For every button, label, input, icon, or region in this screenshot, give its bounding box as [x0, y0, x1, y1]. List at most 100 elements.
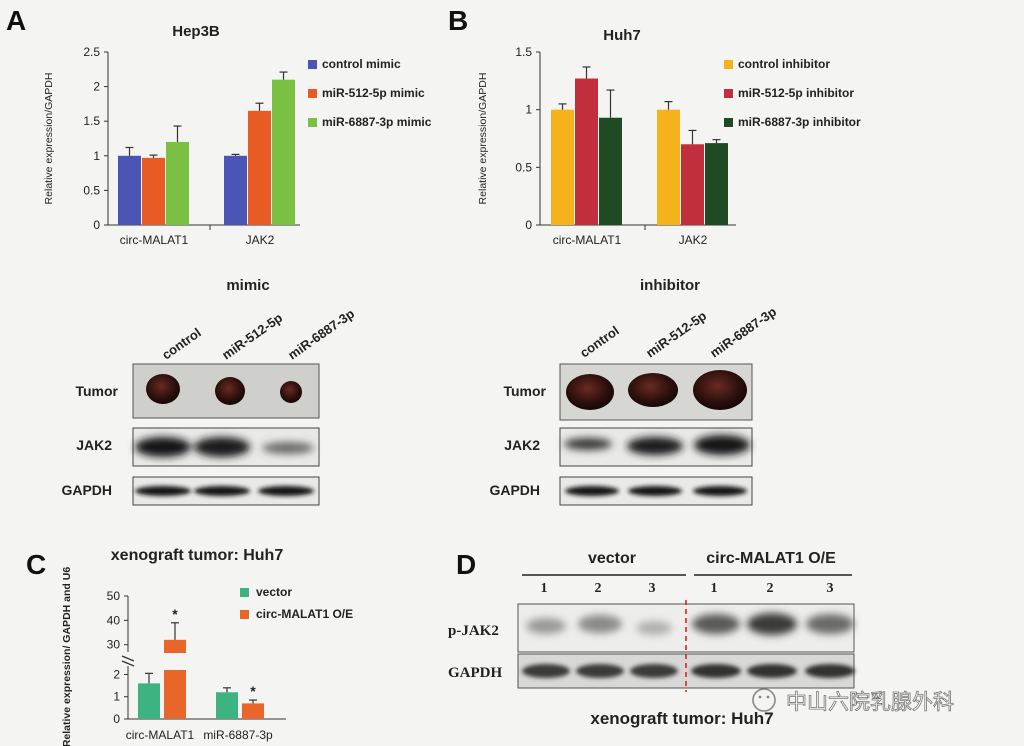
bar	[138, 683, 160, 719]
legend-label: circ-MALAT1 O/E	[256, 607, 353, 621]
panel-d-lane-6: 3	[827, 581, 834, 596]
x-tick-label: circ-MALAT1	[126, 728, 195, 742]
bar	[164, 639, 186, 719]
bar	[166, 141, 189, 225]
panel-d-row-pjak2: p-JAK2	[448, 623, 499, 639]
legend-swatch	[240, 588, 249, 597]
panel-d-lane-5: 2	[767, 581, 774, 596]
panel-d-caption: xenograft tumor: Huh7	[590, 709, 773, 728]
panel-d-pjak2-bands	[526, 613, 854, 635]
blot-a-jak2-bands	[135, 437, 314, 457]
y-tick-label: 0	[93, 218, 100, 232]
panel-letter-c: C	[26, 549, 46, 580]
panel-d-group-oe: circ-MALAT1 O/E	[706, 550, 836, 567]
y-tick-label: 1.5	[83, 114, 100, 128]
axis-break-mark	[121, 655, 135, 667]
blot-a-row-jak2: JAK2	[76, 437, 112, 453]
legend-label: miR-6887-3p mimic	[322, 115, 432, 129]
x-tick-label: JAK2	[679, 233, 708, 247]
bar	[216, 692, 238, 719]
legend-swatch	[308, 118, 317, 127]
legend-label: miR-6887-3p inhibitor	[738, 115, 861, 129]
blot-b: inhibitor control miR-512-5p miR-6887-3p…	[489, 277, 779, 506]
legend-label: control mimic	[322, 57, 401, 71]
blot-b-gapdh-bands	[565, 486, 747, 496]
y-tick-label: 2	[113, 667, 120, 681]
blot-b-tumor-3	[693, 370, 747, 410]
y-axis-label: Relative expression/GAPDH	[43, 73, 55, 205]
blot-b-tumor-2	[628, 373, 678, 407]
bar	[705, 143, 728, 225]
bar	[272, 79, 295, 226]
legend-label: vector	[256, 585, 292, 599]
blot-a-gapdh-bands	[135, 486, 314, 496]
blot-a-row-gapdh: GAPDH	[61, 482, 112, 498]
legend-swatch	[724, 89, 733, 98]
a-chart-title: Hep3B	[172, 23, 220, 40]
wechat-icon	[752, 688, 776, 712]
watermark-text: 中山六院乳腺外科	[786, 690, 954, 714]
y-axis-label: Relative expression/GAPDH	[477, 73, 489, 205]
x-tick-label: circ-MALAT1	[120, 233, 189, 247]
bar	[657, 109, 680, 225]
panel-d: vector circ-MALAT1 O/E 1 2 3 1 2 3 p-JAK…	[448, 550, 855, 728]
panel-d-gapdh-bands	[522, 664, 855, 678]
panel-d-lane-2: 2	[595, 581, 602, 596]
blot-a-row-tumor: Tumor	[75, 383, 118, 399]
panel-d-lane-3: 3	[649, 581, 656, 596]
x-tick-label: miR-6887-3p	[203, 728, 273, 742]
panel-letter-a: A	[6, 5, 26, 36]
chart-b: Huh7 0 0.5 1 1.5 Relative expression/GAPDH cir…	[477, 27, 861, 247]
axis-break-gap	[163, 653, 187, 670]
blot-b-row-gapdh: GAPDH	[489, 482, 540, 498]
significance-mark: *	[250, 683, 256, 699]
blot-a-tumor-1	[146, 374, 180, 404]
y-tick-label: 40	[107, 613, 121, 627]
legend-label: control inhibitor	[738, 57, 830, 71]
legend-swatch	[724, 118, 733, 127]
panel-d-row-gapdh: GAPDH	[448, 665, 502, 681]
blot-b-row-tumor: Tumor	[503, 383, 546, 399]
y-tick-label: 0.5	[83, 183, 100, 197]
y-tick-label: 30	[107, 638, 121, 652]
bar	[599, 117, 622, 225]
blot-a-title: mimic	[226, 277, 269, 294]
chart-a: Hep3B 0 0.5 1 1.5 2 2.5 Relative expression/GAP…	[43, 23, 432, 247]
y-axis-label: Relative expression/ GAPDH and U6	[61, 567, 73, 746]
legend-swatch	[308, 60, 317, 69]
y-tick-label: 2	[93, 80, 100, 94]
legend-label: miR-512-5p mimic	[322, 86, 425, 100]
bar	[575, 78, 598, 225]
legend-swatch	[724, 60, 733, 69]
panel-letter-d: D	[456, 549, 476, 580]
blot-a-tumor-3	[280, 381, 302, 403]
legend-swatch	[308, 89, 317, 98]
y-tick-label: 1	[93, 149, 100, 163]
legend-label: miR-512-5p inhibitor	[738, 86, 854, 100]
significance-mark: *	[172, 606, 178, 622]
y-tick-label: 50	[107, 589, 121, 603]
bar	[248, 110, 271, 225]
y-tick-label: 1	[525, 103, 532, 117]
blot-b-tumor-1	[566, 374, 614, 410]
c-chart-title: xenograft tumor: Huh7	[111, 547, 284, 564]
y-tick-label: 1	[113, 690, 120, 704]
bar	[142, 157, 165, 225]
bar	[118, 155, 141, 225]
blot-b-row-jak2: JAK2	[504, 437, 540, 453]
x-tick-label: JAK2	[246, 233, 275, 247]
y-tick-label: 0.5	[515, 160, 532, 174]
bar	[551, 109, 574, 225]
y-tick-label: 0	[525, 218, 532, 232]
b-chart-title: Huh7	[603, 27, 641, 44]
x-tick-label: circ-MALAT1	[553, 233, 622, 247]
blot-b-title: inhibitor	[640, 277, 700, 294]
blot-b-jak2-bands	[564, 435, 750, 455]
legend-swatch	[240, 610, 249, 619]
y-tick-label: 0	[113, 712, 120, 726]
bar	[681, 144, 704, 225]
panel-d-lane-4: 1	[711, 581, 718, 596]
blot-a-tumor-2	[215, 377, 245, 405]
bar	[242, 703, 264, 719]
